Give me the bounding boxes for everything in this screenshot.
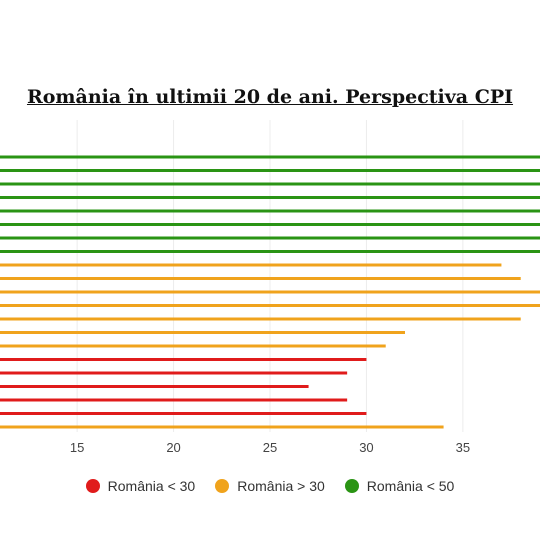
x-tick-label: 25 (263, 440, 277, 455)
bar[interactable] (0, 412, 367, 415)
x-tick-label: 30 (359, 440, 373, 455)
legend-label: România < 30 (107, 478, 196, 494)
legend-swatch (215, 479, 230, 493)
bar[interactable] (0, 236, 540, 240)
bar[interactable] (0, 196, 540, 199)
x-axis-ticks: 15 20 25 30 35 (70, 440, 470, 455)
gridlines (76, 120, 464, 432)
bar[interactable] (0, 169, 540, 172)
bar[interactable] (0, 304, 540, 307)
chart-title: România în ultimii 20 de ani. Perspectiv… (26, 86, 514, 108)
legend-item-romania-over-30[interactable]: România > 30 (215, 478, 325, 494)
bar[interactable] (0, 263, 502, 267)
legend-label: România < 50 (366, 478, 455, 494)
x-tick-label: 15 (70, 440, 84, 455)
bar[interactable] (0, 209, 540, 213)
bar[interactable] (0, 277, 521, 280)
bar[interactable] (0, 290, 540, 294)
x-tick-label: 20 (166, 440, 180, 455)
legend-label: România > 30 (237, 478, 325, 494)
bar[interactable] (0, 425, 444, 429)
legend-item-romania-under-50[interactable]: România < 50 (344, 478, 455, 494)
bar[interactable] (0, 398, 348, 402)
bar[interactable] (0, 155, 540, 159)
bar[interactable] (0, 317, 521, 321)
bar[interactable] (0, 344, 386, 348)
bar[interactable] (0, 385, 309, 388)
bar[interactable] (0, 358, 367, 361)
bar[interactable] (0, 250, 540, 253)
legend-swatch (85, 479, 100, 493)
bar[interactable] (0, 371, 348, 375)
legend: România < 30 România > 30 România < 50 (0, 478, 540, 494)
bar[interactable] (0, 182, 540, 186)
bar[interactable] (0, 331, 405, 334)
legend-item-romania-under-30[interactable]: România < 30 (85, 478, 196, 494)
bars (0, 155, 540, 429)
bar[interactable] (0, 223, 540, 226)
x-tick-label: 35 (456, 440, 470, 455)
legend-swatch (344, 479, 359, 493)
